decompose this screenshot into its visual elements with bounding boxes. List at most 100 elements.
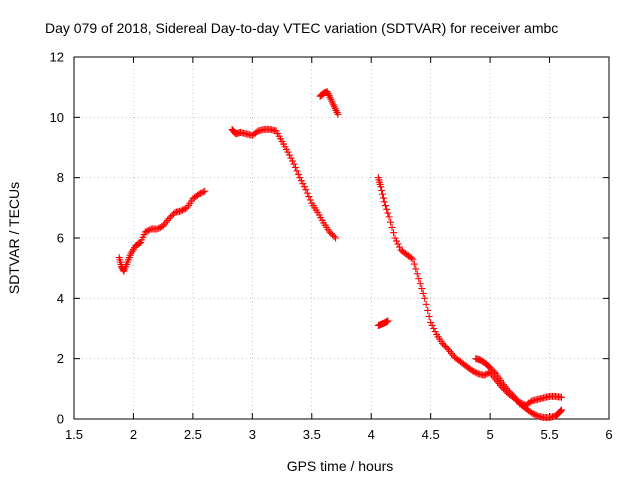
x-axis-title: GPS time / hours	[287, 458, 394, 474]
y-tick-labels: 0 2 4 6 8 10 12	[50, 50, 64, 427]
data-point	[468, 367, 476, 375]
data-point	[471, 368, 479, 376]
data-point	[146, 226, 154, 234]
data-point	[486, 364, 494, 372]
data-point	[430, 325, 438, 332]
data-point	[299, 180, 307, 188]
data-point	[306, 196, 314, 204]
data-point	[526, 398, 534, 406]
data-point	[334, 110, 342, 118]
y-tick-label: 4	[57, 291, 64, 306]
data-point	[297, 177, 305, 185]
data-point	[380, 198, 388, 206]
data-point	[557, 407, 565, 415]
data-point	[296, 174, 304, 182]
data-point	[390, 229, 398, 237]
data-point	[288, 157, 296, 165]
y-tick-label: 8	[57, 170, 64, 185]
data-point	[416, 280, 424, 288]
y-tick-label: 10	[50, 110, 64, 125]
data-point	[180, 205, 188, 213]
data-point	[412, 265, 420, 273]
data-point	[556, 407, 564, 415]
data-point	[407, 254, 415, 262]
data-point	[428, 321, 436, 329]
data-point	[291, 163, 299, 171]
x-tick-label: 2	[130, 427, 137, 442]
data-point	[303, 189, 311, 197]
data-point	[505, 388, 513, 396]
data-point	[327, 229, 335, 237]
data-point	[489, 367, 497, 375]
data-point	[424, 306, 432, 314]
data-point	[293, 167, 301, 175]
data-point	[195, 190, 203, 198]
data-point	[300, 183, 308, 191]
data-point	[507, 389, 515, 397]
data-point	[177, 207, 185, 215]
data-point	[153, 225, 161, 233]
data-point	[395, 243, 403, 251]
data-point	[557, 406, 565, 414]
x-tick-label: 5.5	[541, 427, 559, 442]
data-point	[384, 317, 392, 325]
x-tick-labels: 1.5 2 2.5 3 3.5 4 4.5 5 5.5 6	[65, 427, 613, 442]
data-point	[528, 409, 536, 417]
data-point	[330, 232, 338, 240]
data-point	[410, 260, 418, 268]
data-point	[427, 318, 435, 326]
data-point	[473, 369, 481, 377]
data-point	[201, 187, 209, 195]
data-point	[508, 391, 516, 399]
data-point	[156, 223, 164, 231]
x-tick-label: 3.5	[303, 427, 321, 442]
data-point	[422, 300, 430, 308]
data-point	[305, 193, 313, 201]
data-point	[470, 367, 478, 375]
data-point	[253, 128, 261, 136]
data-point	[388, 223, 396, 231]
data-point	[329, 231, 337, 239]
data-point	[198, 189, 206, 197]
data-point	[392, 237, 400, 245]
data-point	[294, 170, 302, 178]
data-point	[168, 211, 176, 219]
y-tick-label: 6	[57, 231, 64, 246]
data-point	[491, 368, 499, 376]
data-point	[290, 160, 298, 168]
x-tick-label: 4.5	[422, 427, 440, 442]
data-point	[443, 344, 451, 352]
data-point	[284, 148, 292, 156]
data-point	[485, 369, 493, 377]
x-tick-label: 6	[605, 427, 612, 442]
data-point	[287, 154, 295, 162]
data-point	[199, 188, 207, 196]
data-point	[482, 371, 490, 379]
data-point	[480, 371, 488, 379]
data-point	[387, 218, 395, 226]
x-tick-label: 3	[249, 427, 256, 442]
data-point	[379, 190, 387, 198]
data-point	[504, 386, 512, 394]
y-tick-label: 12	[50, 50, 64, 65]
plot-frame	[73, 56, 610, 420]
data-point	[431, 328, 439, 336]
data-point	[381, 202, 389, 210]
data-point	[531, 410, 539, 418]
x-tick-label: 1.5	[65, 427, 83, 442]
data-point	[394, 240, 402, 248]
data-point	[529, 410, 537, 418]
y-tick-label: 0	[57, 412, 64, 427]
data-point	[385, 213, 393, 221]
data-point	[442, 343, 450, 351]
data-points	[115, 88, 565, 421]
data-point	[379, 194, 387, 202]
y-axis-title: SDTVAR / TECUs	[6, 182, 22, 294]
data-point	[383, 205, 391, 213]
data-point	[196, 190, 204, 198]
data-point	[285, 151, 293, 159]
data-point	[144, 226, 152, 234]
data-point	[302, 186, 310, 194]
data-point	[488, 365, 496, 373]
